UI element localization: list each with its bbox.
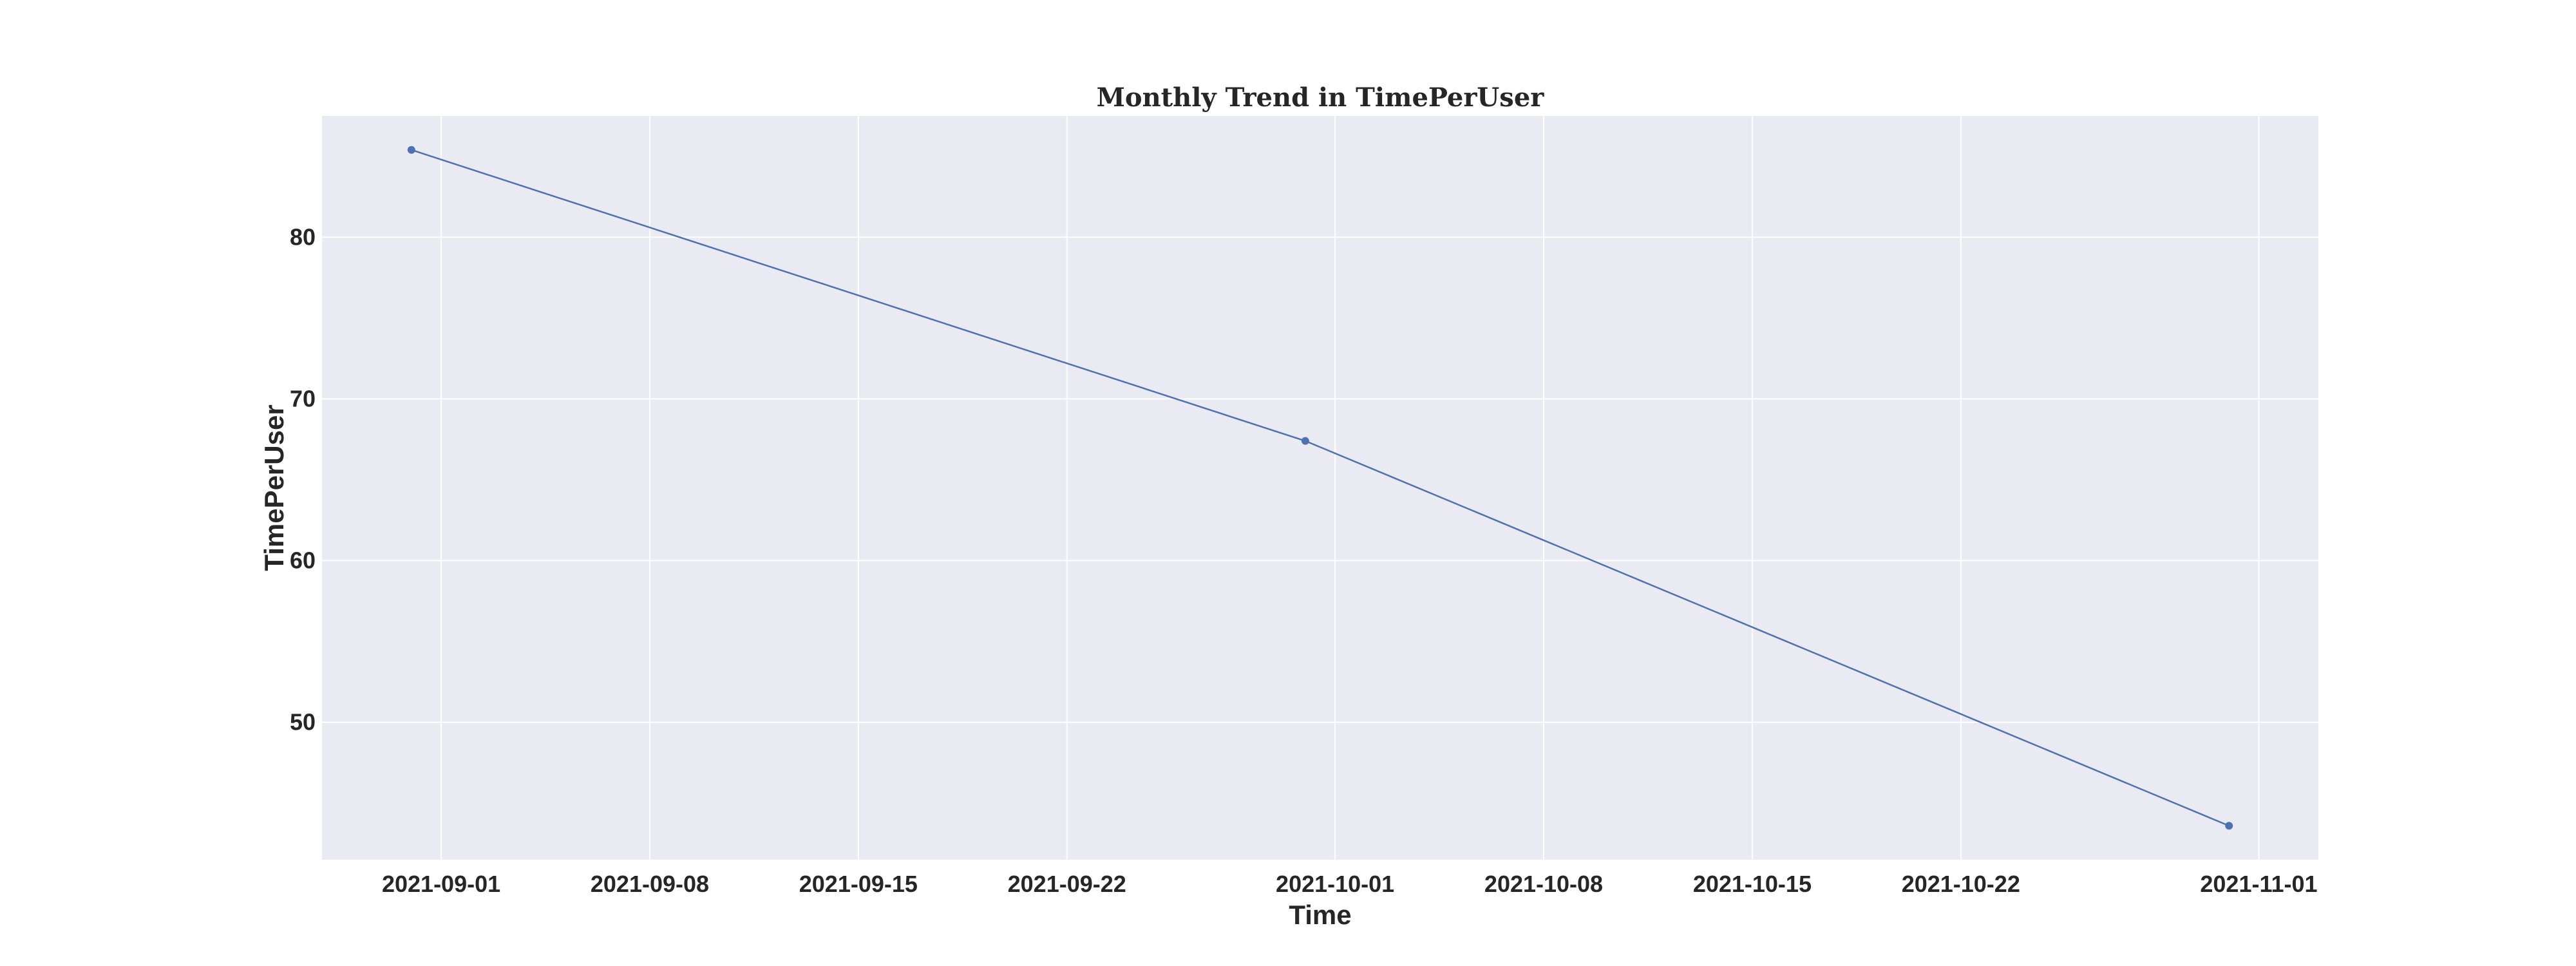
x-tick-label: 2021-10-22 [1902,871,2020,897]
x-tick-label: 2021-09-08 [591,871,709,897]
data-points [407,146,2233,830]
x-tick-labels: 2021-09-01 2021-09-08 2021-09-15 2021-09-22… [382,871,2318,897]
data-point [2225,822,2233,830]
x-gridlines [440,116,2260,860]
chart-title: Monthly Trend in TimePerUser [1097,82,1545,113]
x-tick-label: 2021-10-01 [1276,871,1394,897]
y-tick-label: 70 [290,385,316,412]
data-point [1301,437,1309,445]
x-tick-label: 2021-10-15 [1693,871,1812,897]
y-axis-label: TimePerUser [259,404,289,571]
y-tick-label: 50 [290,709,316,735]
plot-area [322,116,2318,860]
x-tick-label: 2021-09-22 [1008,871,1126,897]
x-tick-label: 2021-09-15 [799,871,918,897]
x-axis-label: Time [1289,900,1351,930]
data-point [407,146,415,154]
x-tick-label: 2021-09-01 [382,871,500,897]
y-gridlines [322,236,2318,723]
x-tick-label: 2021-11-01 [2200,871,2317,897]
y-tick-label: 80 [290,223,316,250]
y-tick-label: 60 [290,547,316,573]
x-tick-label: 2021-10-08 [1484,871,1603,897]
y-tick-labels: 50 60 70 80 [290,223,316,735]
